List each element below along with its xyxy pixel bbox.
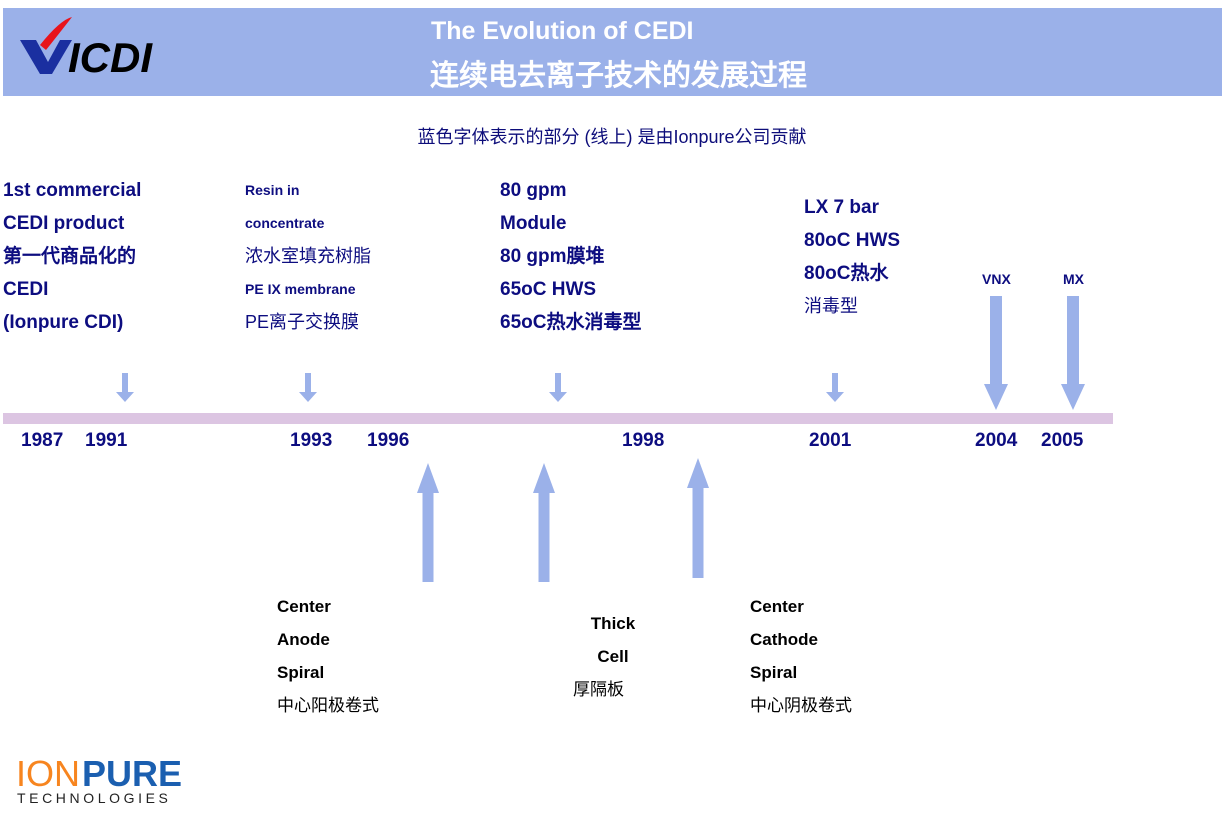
event-2001: LX 7 bar 80oC HWS 80oC热水 消毒型 (804, 191, 900, 323)
event-center-anode: Center Anode Spiral 中心阳极卷式 (277, 590, 379, 722)
year-label: 1991 (85, 430, 128, 451)
year-label: 2004 (975, 430, 1018, 451)
logo-text: ICDI (68, 34, 153, 81)
timeline-bar (3, 413, 1113, 424)
event-line: (Ionpure CDI) (3, 312, 124, 333)
event-line: LX 7 bar (804, 197, 879, 218)
arrow-up-icon (687, 458, 709, 578)
event-line: 第一代商品化的 (3, 246, 137, 267)
year-label: 1993 (290, 430, 333, 451)
event-1991: 1st commercial CEDI product 第一代商品化的 CEDI… (3, 174, 141, 339)
event-line: Spiral (750, 663, 798, 682)
vicdi-logo: ICDI (20, 17, 153, 81)
subtitle: 蓝色字体表示的部分 (线上) 是由Ionpure公司贡献 (417, 127, 807, 147)
event-line: 浓水室填充树脂 (245, 246, 371, 266)
event-2005-label: MX (1063, 271, 1084, 287)
event-line: 消毒型 (804, 296, 858, 316)
event-line: 65oC HWS (500, 279, 597, 300)
event-line: Spiral (277, 663, 325, 682)
event-line: Thick (590, 614, 636, 633)
year-label: 2001 (809, 430, 852, 451)
event-line: 中心阴极卷式 (750, 696, 852, 715)
event-line: 80oC热水 (804, 263, 889, 284)
event-line: 厚隔板 (573, 680, 624, 699)
v-mark-icon (20, 40, 72, 74)
year-label: 1996 (367, 430, 410, 451)
event-line: 1st commercial (3, 180, 142, 201)
year-label: 2005 (1041, 430, 1084, 451)
flame-icon (40, 17, 72, 50)
event-line: PE IX membrane (245, 281, 356, 297)
event-1998-module: 80 gpm Module 80 gpm膜堆 65oC HWS 65oC热水消毒… (500, 174, 641, 339)
arrow-down-icon (549, 373, 567, 402)
year-label: 1998 (622, 430, 665, 451)
event-center-cathode: Center Cathode Spiral 中心阴极卷式 (750, 590, 852, 722)
event-line: Center (750, 597, 804, 616)
logo-tagline: TECHNOLOGIES (17, 790, 171, 806)
arrow-down-icon (984, 296, 1008, 410)
arrow-down-icon (826, 373, 844, 402)
event-line: CEDI product (3, 213, 125, 234)
arrow-up-icon (417, 463, 439, 582)
arrow-down-icon (116, 373, 134, 402)
arrow-down-icon (1061, 296, 1085, 410)
event-line: 80oC HWS (804, 230, 901, 251)
event-line: Center (277, 597, 331, 616)
logo-pure: PURE (82, 753, 182, 794)
event-line: concentrate (245, 215, 325, 231)
event-line: Cell (597, 647, 629, 666)
event-thick-cell: Thick Cell 厚隔板 (563, 607, 663, 706)
event-2004-label: VNX (982, 271, 1011, 287)
event-line: PE离子交换膜 (245, 312, 360, 332)
event-line: CEDI (3, 279, 49, 300)
ionpure-logo: ION PURE TECHNOLOGIES (16, 753, 182, 806)
event-line: 中心阳极卷式 (277, 696, 379, 715)
event-line: 80 gpm (500, 180, 567, 201)
arrow-down-icon (299, 373, 317, 402)
event-line: Anode (277, 630, 330, 649)
header-band (3, 8, 1222, 96)
year-label: 1987 (21, 430, 64, 451)
event-line: Module (500, 213, 567, 234)
logo-ion: ION (16, 753, 80, 794)
title-english: The Evolution of CEDI (431, 17, 694, 45)
event-line: 65oC热水消毒型 (500, 312, 642, 333)
event-1993: Resin in concentrate 浓水室填充树脂 PE IX membr… (245, 174, 371, 339)
event-line: 80 gpm膜堆 (500, 246, 605, 267)
title-chinese: 连续电去离子技术的发展过程 (430, 60, 808, 92)
event-line: Resin in (245, 182, 300, 198)
arrow-up-icon (533, 463, 555, 582)
event-line: Cathode (750, 630, 818, 649)
